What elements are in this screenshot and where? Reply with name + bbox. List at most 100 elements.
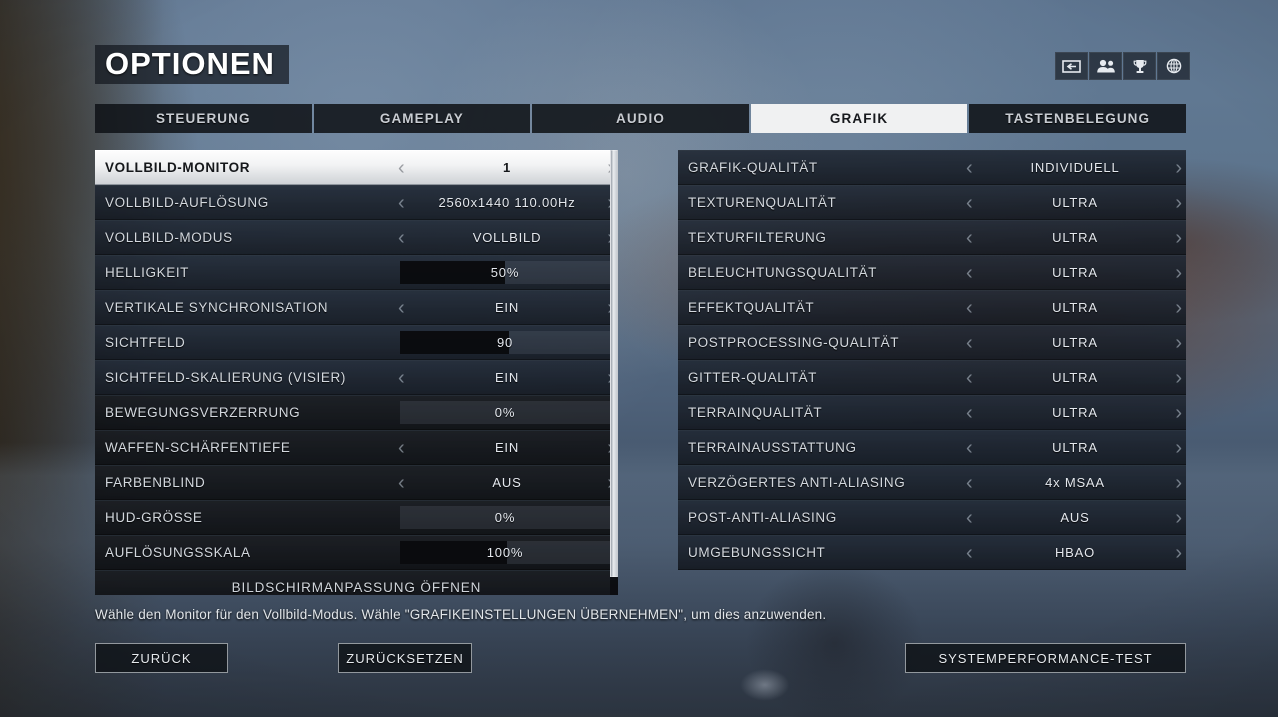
tab-tastenbelegung[interactable]: TASTENBELEGUNG <box>969 104 1186 133</box>
setting-label: BELEUCHTUNGSQUALITÄT <box>688 265 878 280</box>
chevron-left-icon[interactable]: ‹ <box>966 401 973 424</box>
chevron-left-icon[interactable]: ‹ <box>966 191 973 214</box>
chevron-left-icon[interactable]: ‹ <box>966 471 973 494</box>
setting-value: AUS <box>492 475 522 490</box>
system-performance-test-button[interactable]: SYSTEMPERFORMANCE-TEST <box>905 643 1186 673</box>
setting-stepper: ‹ HBAO › <box>964 536 1186 569</box>
chevron-left-icon[interactable]: ‹ <box>398 191 405 214</box>
setting-row[interactable]: POST-ANTI-ALIASING ‹ AUS › <box>678 500 1186 535</box>
chevron-right-icon[interactable]: › <box>1175 506 1182 529</box>
globe-icon[interactable] <box>1157 52 1190 80</box>
setting-row[interactable]: FARBENBLIND‹AUS› <box>95 465 618 500</box>
setting-value: 50% <box>490 265 520 280</box>
chevron-right-icon[interactable]: › <box>1175 401 1182 424</box>
chevron-left-icon[interactable]: ‹ <box>966 331 973 354</box>
setting-row[interactable]: VOLLBILD-AUFLÖSUNG‹2560x1440 110.00Hz› <box>95 185 618 220</box>
tab-label: STEUERUNG <box>155 111 251 126</box>
reset-button[interactable]: ZURÜCKSETZEN <box>338 643 472 673</box>
setting-stepper: ‹ ULTRA › <box>964 256 1186 289</box>
setting-stepper: ‹VOLLBILD› <box>396 221 618 254</box>
chevron-left-icon[interactable]: ‹ <box>966 296 973 319</box>
setting-row[interactable]: TEXTURFILTERUNG ‹ ULTRA › <box>678 220 1186 255</box>
tab-label: AUDIO <box>615 111 665 126</box>
setting-row[interactable]: EFFEKTQUALITÄT ‹ ULTRA › <box>678 290 1186 325</box>
chevron-left-icon[interactable]: ‹ <box>966 436 973 459</box>
setting-row[interactable]: TERRAINQUALITÄT ‹ ULTRA › <box>678 395 1186 430</box>
setting-label: VERTIKALE SYNCHRONISATION <box>105 300 329 315</box>
setting-slider-wrap: 100% <box>396 536 618 569</box>
setting-value: INDIVIDUELL <box>1030 160 1120 175</box>
left-panel-scrollbar-track[interactable] <box>610 150 618 595</box>
chevron-right-icon[interactable]: › <box>1175 226 1182 249</box>
setting-row[interactable]: HUD-GRÖSSE 0% <box>95 500 618 535</box>
setting-slider[interactable]: 100% <box>400 541 610 564</box>
setting-value: VOLLBILD <box>472 230 542 245</box>
setting-value: 4x MSAA <box>1045 475 1105 490</box>
setting-stepper: ‹2560x1440 110.00Hz› <box>396 186 618 219</box>
chevron-left-icon[interactable]: ‹ <box>966 261 973 284</box>
setting-slider[interactable]: 0% <box>400 401 610 424</box>
friends-icon[interactable] <box>1089 52 1122 80</box>
setting-label: BEWEGUNGSVERZERRUNG <box>105 405 301 420</box>
chevron-right-icon[interactable]: › <box>1175 331 1182 354</box>
chevron-right-icon[interactable]: › <box>1175 366 1182 389</box>
setting-row[interactable]: WAFFEN-SCHÄRFENTIEFE‹EIN› <box>95 430 618 465</box>
back-button[interactable]: ZURÜCK <box>95 643 228 673</box>
chevron-right-icon[interactable]: › <box>1175 541 1182 564</box>
trophy-icon[interactable] <box>1123 52 1156 80</box>
chevron-left-icon[interactable]: ‹ <box>966 366 973 389</box>
setting-value: 1 <box>502 160 512 175</box>
setting-stepper: ‹1› <box>396 151 618 184</box>
setting-row[interactable]: HELLIGKEIT 50% <box>95 255 618 290</box>
setting-row[interactable]: VOLLBILD-MODUS‹VOLLBILD› <box>95 220 618 255</box>
chevron-left-icon[interactable]: ‹ <box>966 541 973 564</box>
backspace-key-icon[interactable] <box>1055 52 1088 80</box>
setting-stepper: ‹AUS› <box>396 466 618 499</box>
setting-row[interactable]: SICHTFELD-SKALIERUNG (VISIER)‹EIN› <box>95 360 618 395</box>
chevron-right-icon[interactable]: › <box>1175 296 1182 319</box>
setting-value: EIN <box>494 370 520 385</box>
setting-row[interactable]: BELEUCHTUNGSQUALITÄT ‹ ULTRA › <box>678 255 1186 290</box>
chevron-left-icon[interactable]: ‹ <box>398 226 405 249</box>
tab-gameplay[interactable]: GAMEPLAY <box>313 104 531 133</box>
tab-audio[interactable]: AUDIO <box>532 104 749 133</box>
setting-label: TEXTURENQUALITÄT <box>688 195 837 210</box>
chevron-left-icon[interactable]: ‹ <box>398 296 405 319</box>
chevron-right-icon[interactable]: › <box>1175 191 1182 214</box>
setting-label: AUFLÖSUNGSSKALA <box>105 545 251 560</box>
chevron-right-icon[interactable]: › <box>1175 156 1182 179</box>
chevron-right-icon[interactable]: › <box>1175 261 1182 284</box>
tab-steuerung[interactable]: STEUERUNG <box>95 104 312 133</box>
chevron-left-icon[interactable]: ‹ <box>398 436 405 459</box>
setting-row[interactable]: TEXTURENQUALITÄT ‹ ULTRA › <box>678 185 1186 220</box>
chevron-left-icon[interactable]: ‹ <box>398 156 405 179</box>
setting-row[interactable]: GRAFIK-QUALITÄT ‹ INDIVIDUELL › <box>678 150 1186 185</box>
chevron-left-icon[interactable]: ‹ <box>398 471 405 494</box>
tab-bar: STEUERUNG GAMEPLAY AUDIO GRAFIK TASTENBELEGU… <box>95 104 1186 133</box>
chevron-right-icon[interactable]: › <box>1175 436 1182 459</box>
setting-row[interactable]: POSTPROCESSING-QUALITÄT ‹ ULTRA › <box>678 325 1186 360</box>
setting-row[interactable]: AUFLÖSUNGSSKALA 100% <box>95 535 618 570</box>
setting-label: TERRAINAUSSTATTUNG <box>688 440 857 455</box>
setting-row[interactable]: SICHTFELD 90 <box>95 325 618 360</box>
setting-row[interactable]: GITTER-QUALITÄT ‹ ULTRA › <box>678 360 1186 395</box>
setting-row[interactable]: VERZÖGERTES ANTI-ALIASING ‹ 4x MSAA › <box>678 465 1186 500</box>
chevron-left-icon[interactable]: ‹ <box>966 156 973 179</box>
setting-slider[interactable]: 0% <box>400 506 610 529</box>
left-panel-scrollbar-thumb[interactable] <box>610 150 618 578</box>
chevron-right-icon[interactable]: › <box>1175 471 1182 494</box>
setting-row[interactable]: UMGEBUNGSSICHT ‹ HBAO › <box>678 535 1186 570</box>
setting-action-row[interactable]: BILDSCHIRMANPASSUNG ÖFFNEN <box>95 570 618 595</box>
setting-label: TEXTURFILTERUNG <box>688 230 827 245</box>
setting-value: HBAO <box>1054 545 1096 560</box>
chevron-left-icon[interactable]: ‹ <box>966 226 973 249</box>
setting-slider[interactable]: 90 <box>400 331 610 354</box>
chevron-left-icon[interactable]: ‹ <box>966 506 973 529</box>
setting-row[interactable]: BEWEGUNGSVERZERRUNG 0% <box>95 395 618 430</box>
setting-row[interactable]: VOLLBILD-MONITOR‹1› <box>95 150 618 185</box>
setting-row[interactable]: VERTIKALE SYNCHRONISATION‹EIN› <box>95 290 618 325</box>
setting-row[interactable]: TERRAINAUSSTATTUNG ‹ ULTRA › <box>678 430 1186 465</box>
setting-slider[interactable]: 50% <box>400 261 610 284</box>
tab-grafik[interactable]: GRAFIK <box>750 104 968 133</box>
chevron-left-icon[interactable]: ‹ <box>398 366 405 389</box>
